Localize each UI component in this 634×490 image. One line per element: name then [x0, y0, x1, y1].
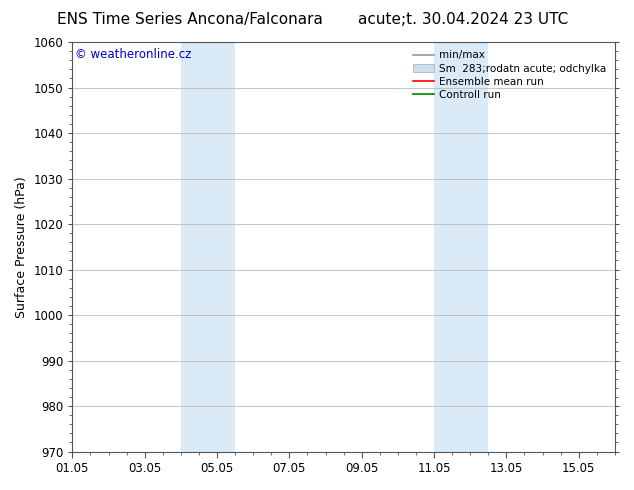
Text: © weatheronline.cz: © weatheronline.cz — [75, 48, 191, 61]
Legend: min/max, Sm  283;rodatn acute; odchylka, Ensemble mean run, Controll run: min/max, Sm 283;rodatn acute; odchylka, … — [410, 47, 610, 103]
Text: ENS Time Series Ancona/Falconara: ENS Time Series Ancona/Falconara — [57, 12, 323, 27]
Text: acute;t. 30.04.2024 23 UTC: acute;t. 30.04.2024 23 UTC — [358, 12, 568, 27]
Y-axis label: Surface Pressure (hPa): Surface Pressure (hPa) — [15, 176, 28, 318]
Bar — [434, 42, 488, 452]
Bar — [181, 42, 235, 452]
